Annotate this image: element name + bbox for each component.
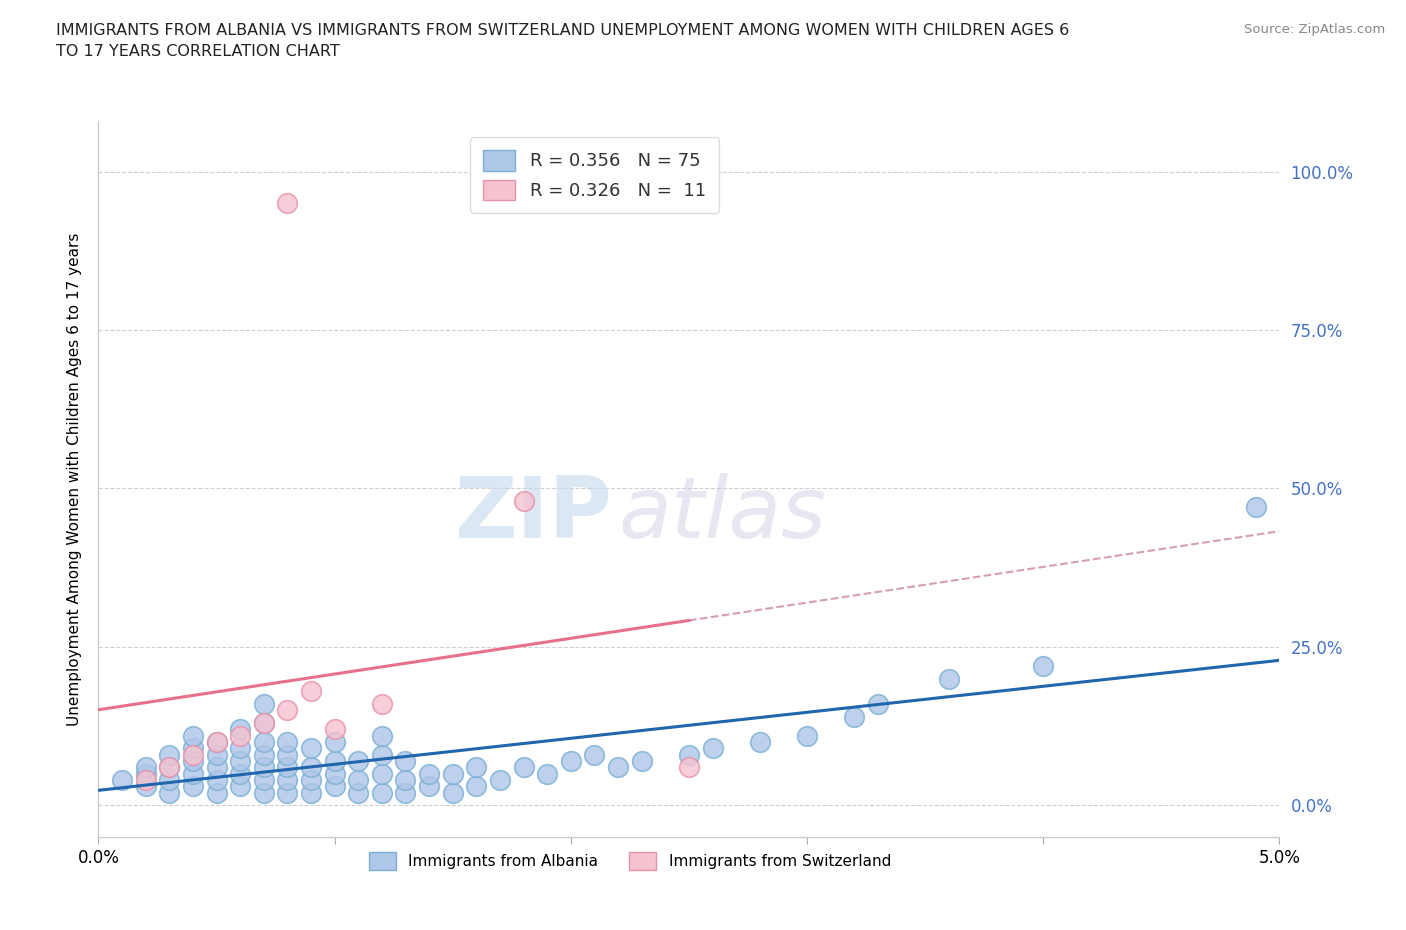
Point xyxy=(323,753,346,768)
Point xyxy=(205,773,228,788)
Point xyxy=(1032,658,1054,673)
Point xyxy=(299,785,322,800)
Point xyxy=(866,697,889,711)
Point xyxy=(418,766,440,781)
Point xyxy=(323,722,346,737)
Point xyxy=(938,671,960,686)
Point xyxy=(111,773,134,788)
Point xyxy=(229,741,252,756)
Point xyxy=(323,735,346,750)
Point xyxy=(583,747,606,762)
Point xyxy=(229,728,252,743)
Y-axis label: Unemployment Among Women with Children Ages 6 to 17 years: Unemployment Among Women with Children A… xyxy=(66,232,82,725)
Point xyxy=(229,778,252,793)
Point xyxy=(678,747,700,762)
Text: ZIP: ZIP xyxy=(454,473,612,556)
Point xyxy=(253,715,276,730)
Point xyxy=(135,773,157,788)
Point xyxy=(702,741,724,756)
Point xyxy=(253,715,276,730)
Point xyxy=(371,728,394,743)
Point xyxy=(135,778,157,793)
Point xyxy=(394,753,416,768)
Point xyxy=(253,760,276,775)
Point xyxy=(441,785,464,800)
Point xyxy=(371,747,394,762)
Point xyxy=(299,684,322,698)
Point xyxy=(465,760,488,775)
Point xyxy=(465,778,488,793)
Point xyxy=(441,766,464,781)
Point xyxy=(796,728,818,743)
Point xyxy=(560,753,582,768)
Point xyxy=(157,773,180,788)
Point xyxy=(253,697,276,711)
Point xyxy=(181,766,204,781)
Point xyxy=(276,773,298,788)
Point xyxy=(276,760,298,775)
Point xyxy=(157,747,180,762)
Point xyxy=(844,710,866,724)
Text: atlas: atlas xyxy=(619,473,827,556)
Point xyxy=(205,760,228,775)
Point xyxy=(181,753,204,768)
Point xyxy=(135,760,157,775)
Legend: Immigrants from Albania, Immigrants from Switzerland: Immigrants from Albania, Immigrants from… xyxy=(363,846,897,876)
Point xyxy=(181,778,204,793)
Point xyxy=(181,728,204,743)
Text: IMMIGRANTS FROM ALBANIA VS IMMIGRANTS FROM SWITZERLAND UNEMPLOYMENT AMONG WOMEN : IMMIGRANTS FROM ALBANIA VS IMMIGRANTS FR… xyxy=(56,23,1070,60)
Point xyxy=(630,753,652,768)
Point xyxy=(276,703,298,718)
Point xyxy=(536,766,558,781)
Point xyxy=(181,741,204,756)
Point xyxy=(205,747,228,762)
Text: Source: ZipAtlas.com: Source: ZipAtlas.com xyxy=(1244,23,1385,36)
Point xyxy=(748,735,770,750)
Point xyxy=(489,773,512,788)
Point xyxy=(299,741,322,756)
Point xyxy=(253,785,276,800)
Point xyxy=(205,735,228,750)
Point xyxy=(229,766,252,781)
Point xyxy=(371,766,394,781)
Point xyxy=(371,697,394,711)
Point xyxy=(1244,500,1267,515)
Point xyxy=(229,722,252,737)
Point xyxy=(205,735,228,750)
Point xyxy=(157,760,180,775)
Point xyxy=(347,753,370,768)
Point xyxy=(678,760,700,775)
Point xyxy=(394,785,416,800)
Point xyxy=(323,766,346,781)
Point xyxy=(276,735,298,750)
Point xyxy=(299,773,322,788)
Point xyxy=(253,747,276,762)
Point xyxy=(157,760,180,775)
Point xyxy=(323,778,346,793)
Point xyxy=(394,773,416,788)
Point xyxy=(157,785,180,800)
Point xyxy=(135,766,157,781)
Point xyxy=(276,196,298,211)
Point xyxy=(347,785,370,800)
Point xyxy=(347,773,370,788)
Point xyxy=(512,760,534,775)
Point xyxy=(181,747,204,762)
Point xyxy=(253,735,276,750)
Point xyxy=(276,785,298,800)
Point xyxy=(205,785,228,800)
Point xyxy=(371,785,394,800)
Point xyxy=(299,760,322,775)
Point xyxy=(253,773,276,788)
Point xyxy=(229,753,252,768)
Point xyxy=(276,747,298,762)
Point xyxy=(418,778,440,793)
Point xyxy=(512,494,534,509)
Point xyxy=(607,760,630,775)
